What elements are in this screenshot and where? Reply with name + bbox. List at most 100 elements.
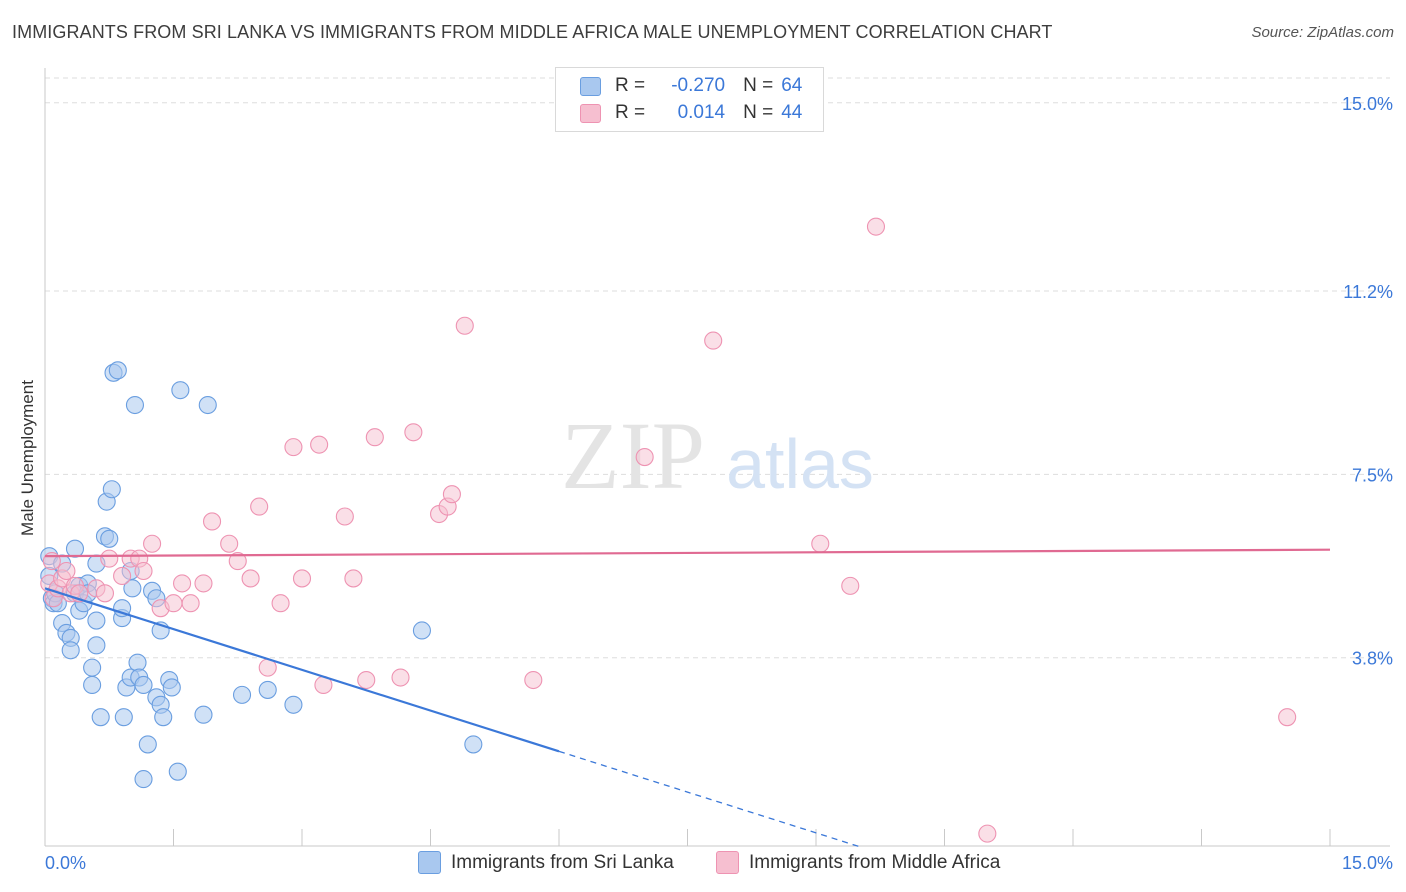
gridlines [45, 77, 1390, 659]
data-point-sri-lanka [123, 579, 142, 598]
data-point-middle-africa [228, 552, 247, 571]
legend-swatch-blue [418, 851, 441, 874]
data-point-middle-africa [391, 668, 410, 687]
data-point-sri-lanka [83, 675, 102, 695]
data-point-middle-africa [220, 534, 239, 553]
legend-swatch-blue [580, 76, 601, 96]
legend-row-sri-lanka: R = -0.270 N = 64 [580, 74, 802, 98]
data-point-middle-africa [100, 549, 119, 568]
data-point-sri-lanka [87, 611, 106, 630]
source-label: Source: ZipAtlas.com [1251, 24, 1394, 41]
y-tick-label: 15.0% [1342, 94, 1393, 114]
data-point-sri-lanka [87, 636, 106, 655]
data-point-middle-africa [113, 566, 132, 586]
data-point-middle-africa [978, 824, 997, 843]
legend-r-value: 0.014 [677, 102, 726, 123]
data-point-sri-lanka [464, 735, 483, 754]
data-point-middle-africa [250, 497, 269, 516]
data-point-middle-africa [164, 594, 183, 613]
data-point-middle-africa [134, 561, 153, 581]
y-tick-labels: 3.8% 7.5% 11.2% 15.0% [1342, 94, 1393, 669]
legend-n-label: N = [743, 102, 774, 123]
correlation-legend: R = -0.270 N = 64 R = 0.014 N = 44 [555, 67, 824, 132]
data-point-middle-africa [841, 576, 860, 595]
data-point-middle-africa [344, 569, 363, 588]
data-point-sri-lanka [194, 705, 213, 724]
data-point-sri-lanka [171, 381, 190, 400]
data-point-middle-africa [271, 594, 290, 613]
x-tick-label: 15.0% [1342, 853, 1393, 873]
legend-r-value: -0.270 [671, 75, 726, 96]
data-point-middle-africa [194, 574, 213, 593]
y-tick-label: 11.2% [1343, 282, 1393, 302]
legend-item-label: Immigrants from Sri Lanka [451, 851, 674, 873]
x-tick-labels: 0.0% 15.0% [45, 853, 1393, 873]
data-point-middle-africa [404, 423, 423, 442]
legend-swatch-pink [716, 851, 739, 874]
data-point-sri-lanka [134, 675, 153, 695]
data-point-middle-africa [95, 584, 115, 603]
data-point-middle-africa [57, 561, 76, 581]
data-point-middle-africa [455, 316, 474, 335]
data-point-sri-lanka [114, 708, 133, 727]
data-point-middle-africa [203, 512, 222, 531]
legend-item-middle-africa[interactable]: Immigrants from Middle Africa [716, 851, 1000, 874]
legend-swatch-pink [580, 103, 601, 123]
legend-r-label: R = [615, 102, 646, 123]
data-point-middle-africa [284, 438, 303, 457]
series-middle-africa-points [40, 217, 1297, 843]
data-point-middle-africa [811, 534, 830, 553]
legend-n-value: 64 [781, 75, 803, 96]
series-legend: Immigrants from Sri Lanka Immigrants fro… [0, 851, 1406, 879]
data-point-middle-africa [442, 485, 461, 504]
data-point-sri-lanka [108, 361, 127, 380]
axes [44, 68, 1390, 847]
data-point-middle-africa [357, 670, 376, 690]
chart-title: IMMIGRANTS FROM SRI LANKA VS IMMIGRANTS … [12, 22, 1053, 42]
data-point-sri-lanka [102, 480, 121, 499]
legend-item-label: Immigrants from Middle Africa [749, 851, 1001, 873]
data-point-sri-lanka [134, 770, 153, 789]
data-point-sri-lanka [198, 395, 217, 415]
watermark-zip: ZIP [561, 402, 705, 509]
trend-lines [44, 548, 1331, 848]
data-point-sri-lanka [83, 658, 102, 677]
data-point-sri-lanka [154, 708, 173, 727]
data-point-sri-lanka [128, 653, 147, 672]
legend-row-middle-africa: R = 0.014 N = 44 [580, 101, 802, 125]
data-point-sri-lanka [61, 641, 80, 660]
data-point-middle-africa [524, 670, 543, 690]
data-point-sri-lanka [91, 708, 110, 727]
data-point-middle-africa [241, 569, 260, 588]
watermark: ZIP atlas [561, 402, 874, 509]
data-point-sri-lanka [232, 685, 252, 704]
data-point-sri-lanka [138, 735, 157, 754]
trend-line-sri-lanka-extension [558, 750, 860, 848]
data-point-sri-lanka [412, 621, 431, 640]
data-point-middle-africa [310, 435, 329, 454]
data-point-middle-africa [635, 447, 654, 467]
data-point-sri-lanka [100, 529, 119, 548]
legend-item-sri-lanka[interactable]: Immigrants from Sri Lanka [418, 851, 674, 874]
trend-line-sri-lanka [44, 587, 560, 753]
data-point-middle-africa [365, 428, 384, 447]
legend-n-label: N = [743, 75, 774, 96]
data-point-sri-lanka [258, 680, 277, 699]
data-point-middle-africa [173, 574, 192, 593]
series-sri-lanka-points [40, 361, 483, 789]
data-point-middle-africa [704, 331, 723, 350]
data-point-middle-africa [292, 569, 312, 588]
y-tick-label: 3.8% [1352, 649, 1393, 669]
data-point-middle-africa [143, 534, 162, 553]
trend-line-middle-africa [44, 548, 1331, 558]
data-point-sri-lanka [125, 395, 144, 415]
data-point-sri-lanka [168, 762, 187, 781]
data-point-middle-africa [1278, 708, 1297, 727]
y-tick-label: 7.5% [1352, 465, 1393, 485]
data-point-middle-africa [181, 594, 200, 613]
data-point-sri-lanka [162, 678, 181, 697]
data-point-sri-lanka [65, 539, 85, 558]
x-tick-label: 0.0% [45, 853, 86, 873]
data-point-middle-africa [335, 507, 354, 526]
